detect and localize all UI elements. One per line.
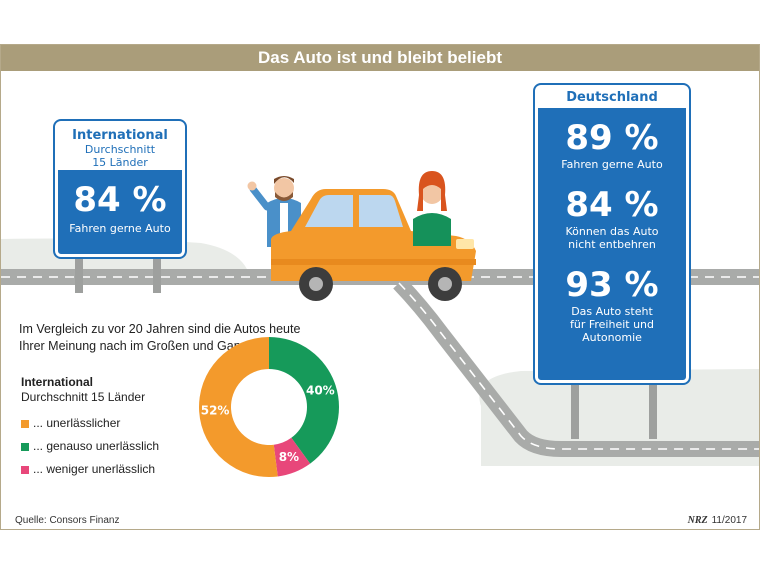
germany-stat-3-label-3: Autonomie	[582, 331, 642, 344]
publisher-logo: NRZ	[687, 515, 708, 526]
germany-stat-1: 89 % Fahren gerne Auto	[538, 118, 686, 171]
source-note: Quelle: Consors Finanz	[15, 515, 120, 526]
legend-title-line-1: International	[21, 375, 94, 389]
legend-label-more: ... unerlässlicher	[33, 416, 121, 430]
de-sign-pole-right	[649, 381, 657, 439]
slice-genauso-unerlaesslich-label: 40%	[306, 383, 335, 397]
international-label: Fahren gerne Auto	[69, 222, 171, 235]
international-sub1: Durchschnitt	[84, 143, 156, 156]
germany-stat-1-label: Fahren gerne Auto	[561, 158, 663, 171]
branch-road-lane-marks	[398, 282, 759, 450]
legend-swatch-more	[21, 419, 29, 428]
slice-weniger-unerlaesslich	[273, 437, 311, 477]
international-sub2: 15 Länder	[92, 156, 148, 169]
international-sign: International Durchschnitt 15 Länder 84 …	[55, 121, 185, 257]
donut-chart: 40% 8% 52%	[199, 337, 339, 477]
legend-label-same: ... genauso unerlässlich	[33, 439, 160, 453]
international-sign-header: International Durchschnitt 15 Länder	[58, 124, 182, 170]
legend-swatch-same	[21, 442, 29, 451]
germany-stat-3-label-1: Das Auto steht	[571, 305, 653, 318]
germany-stat-3-value: 93 %	[565, 265, 659, 305]
germany-stat-3: 93 % Das Auto steht für Freiheit und Aut…	[538, 265, 686, 344]
survey-question: Im Vergleich zu vor 20 Jahren sind die A…	[19, 321, 300, 355]
international-heading: International	[72, 128, 168, 143]
legend-swatch-less	[21, 465, 29, 474]
survey-question-line-2: Ihrer Meinung nach im Großen und Ganzen …	[19, 339, 282, 353]
slice-unerlaesslicher-label: 52%	[201, 403, 230, 417]
infographic-title: Das Auto ist und bleibt beliebt	[1, 45, 759, 71]
germany-stat-2: 84 % Können das Auto nicht entbehren	[538, 185, 686, 251]
germany-stat-1-value: 89 %	[565, 118, 659, 158]
germany-stat-2-value: 84 %	[565, 185, 659, 225]
woman-illustration	[413, 171, 451, 246]
de-sign-pole-left	[571, 381, 579, 439]
slice-weniger-unerlaesslich-label: 8%	[279, 450, 299, 464]
germany-stat-3-label-2: für Freiheit und	[569, 318, 655, 331]
slice-genauso-unerlaesslich	[269, 337, 339, 464]
survey-question-line-1: Im Vergleich zu vor 20 Jahren sind die A…	[19, 322, 301, 336]
legend-title: International Durchschnitt 15 Länder	[21, 375, 145, 405]
germany-sign-header: Deutschland	[538, 88, 686, 108]
intl-sign-pole-left	[75, 255, 83, 293]
credit-date: 11/2017	[711, 515, 747, 526]
legend-item-same: ... genauso unerlässlich	[21, 439, 159, 453]
germany-sign: Deutschland 89 % Fahren gerne Auto 84 % …	[535, 85, 689, 383]
credit: NRZ 11/2017	[688, 515, 747, 526]
infographic-frame: Das Auto ist und bleibt beliebt	[0, 44, 760, 530]
legend-title-line-2: Durchschnitt 15 Länder	[21, 390, 146, 404]
legend-item-more: ... unerlässlicher	[21, 416, 120, 430]
intl-sign-pole-right	[153, 255, 161, 293]
germany-stat-2-label-2: nicht entbehren	[568, 238, 656, 251]
legend-label-less: ... weniger unerlässlich	[33, 462, 156, 476]
germany-stat-2-label-1: Können das Auto	[565, 225, 659, 238]
legend-item-less: ... weniger unerlässlich	[21, 462, 155, 476]
international-value: 84 %	[73, 180, 167, 220]
slice-unerlaesslicher	[199, 337, 278, 477]
car-illustration	[271, 189, 476, 301]
